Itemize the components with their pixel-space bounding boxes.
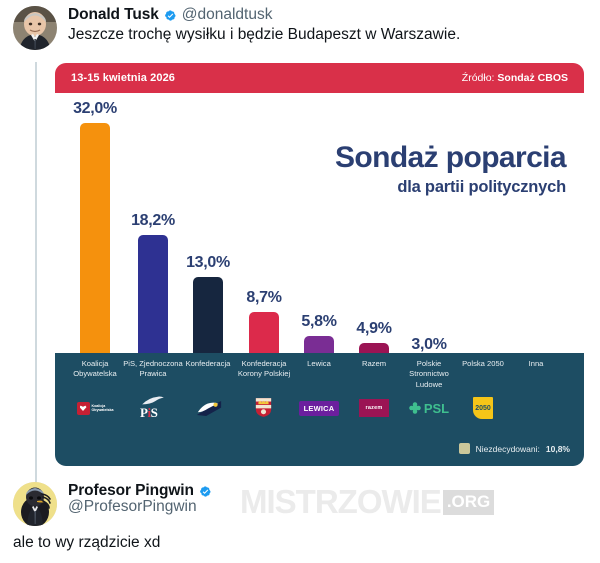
name-row: Donald Tusk @donaldtusk — [68, 6, 460, 24]
chart-title: Sondaż poparcia — [334, 141, 567, 174]
party-label: Razem — [340, 359, 408, 369]
poll-source-value: Sondaż CBOS — [497, 72, 568, 84]
party-label-line: Razem — [361, 359, 387, 368]
watermark-tld: .ORG — [442, 489, 495, 515]
party-label-line: Stronnictwo — [409, 369, 449, 379]
bar-value-label: 8,7% — [246, 289, 282, 307]
bar-value-label: 13,0% — [186, 254, 230, 272]
display-name: Profesor Pingwin — [68, 482, 194, 499]
tweet-text: ale to wy rządzicie xd — [13, 534, 161, 551]
party-logo-razem-icon: razem — [348, 391, 400, 425]
undecided-footer: Niezdecydowani: 10,8% — [458, 443, 570, 454]
party-label: Polska 2050 — [449, 359, 517, 369]
party-logos-row: Koalicja Obywatelska PiS LEWICA razem PSL 2050 — [55, 391, 584, 431]
party-logo-pis-icon: PiS — [127, 391, 179, 425]
undecided-value: 10,8% — [545, 443, 570, 454]
party-label: Lewica — [285, 359, 353, 369]
party-label-line: Polska 2050 — [462, 359, 504, 368]
party-label-line: Konfederacja — [185, 359, 231, 368]
bars-plot: 32,0%18,2%13,0%8,7%5,8%4,9%3,0%0,7%0,2% — [55, 93, 584, 383]
bar-column: 32,0% — [73, 100, 117, 383]
tweet-header-donald-tusk: Donald Tusk @donaldtusk Jeszcze trochę w… — [13, 6, 460, 50]
party-logo-lewica-icon: LEWICA — [293, 391, 345, 425]
tweet-identity: Profesor Pingwin @ProfesorPingwin — [68, 482, 213, 526]
party-label-line: Obywatelska — [73, 369, 117, 379]
avatar[interactable] — [13, 482, 57, 526]
chart-title-block: Sondaż poparcia dla partii politycznych — [334, 141, 567, 197]
party-label: Konfederacja — [174, 359, 242, 369]
party-logo-koalicja-obywatelska-icon: Koalicja Obywatelska — [69, 391, 121, 425]
chart-subtitle: dla partii politycznych — [397, 178, 566, 196]
party-label-line: Inna — [528, 359, 544, 368]
verified-badge-icon — [163, 8, 178, 23]
bar — [80, 123, 110, 383]
poll-source: Źródło: Sondaż CBOS — [462, 72, 568, 84]
party-logo-polska-2050-icon: 2050 — [457, 391, 509, 425]
party-label-line: Lewica — [307, 359, 331, 368]
undecided-label: Niezdecydowani: — [475, 443, 540, 454]
watermark-name: MISTRZOWIE — [240, 483, 442, 520]
party-label-line: Korony Polskiej — [237, 369, 291, 379]
party-label-line: PiS, Zjednoczona — [123, 359, 183, 368]
poll-infographic-card: 13-15 kwietnia 2026 Źródło: Sondaż CBOS … — [55, 63, 584, 466]
poll-source-label: Źródło: — [461, 72, 495, 84]
party-label-line: Polskie — [416, 359, 442, 368]
thread-connector-line — [35, 62, 37, 486]
party-label: Inna — [502, 359, 570, 369]
name-row: Profesor Pingwin — [68, 482, 213, 500]
chart-footer-strip: Koalicja Obywatelska PiS, Zjednoczona Prawi… — [55, 353, 584, 466]
infographic-header: 13-15 kwietnia 2026 Źródło: Sondaż CBOS — [55, 63, 584, 93]
party-label: Koalicja Obywatelska — [61, 359, 129, 380]
site-watermark: MISTRZOWIE .ORG — [240, 483, 495, 521]
party-label-line: Prawica — [139, 369, 167, 379]
tweet-identity: Donald Tusk @donaldtusk Jeszcze trochę w… — [68, 6, 460, 50]
undecided-swatch-icon — [458, 443, 470, 454]
party-label: PiS, Zjednoczona Prawica — [119, 359, 187, 380]
bar-value-label: 18,2% — [131, 212, 175, 230]
bar-value-label: 32,0% — [73, 100, 117, 117]
party-labels-row: Koalicja Obywatelska PiS, Zjednoczona Prawi… — [55, 353, 584, 393]
party-label-line: Ludowe — [415, 379, 443, 389]
party-label-line: Koalicja — [81, 359, 109, 368]
tweet-header-profesor-pingwin: Profesor Pingwin @ProfesorPingwin — [13, 482, 213, 526]
party-label: Polskie Stronnictwo Ludowe — [395, 359, 463, 390]
poll-date: 13-15 kwietnia 2026 — [71, 72, 176, 84]
bar-value-label: 4,9% — [356, 320, 392, 338]
chart-area: Sondaż poparcia dla partii politycznych … — [55, 93, 584, 383]
party-logo-psl-icon: PSL — [403, 391, 455, 425]
avatar[interactable] — [13, 6, 57, 50]
display-name: Donald Tusk — [68, 6, 159, 23]
bar-value-label: 3,0% — [411, 335, 447, 353]
tweet-text: Jeszcze trochę wysiłku i będzie Budapesz… — [68, 26, 461, 43]
party-label-line: Konfederacja — [241, 359, 287, 368]
party-logo-konfederacja-icon — [182, 391, 234, 425]
party-label: Konfederacja Korony Polskiej — [230, 359, 298, 380]
handle[interactable]: @donaldtusk — [181, 6, 273, 23]
bar-value-label: 5,8% — [301, 312, 337, 330]
handle[interactable]: @ProfesorPingwin — [68, 498, 197, 515]
verified-badge-icon — [198, 484, 213, 499]
profesor-pingwin-avatar-image — [13, 482, 57, 526]
donald-tusk-avatar-image — [13, 6, 57, 50]
party-logo-konfederacja-korony-polskiej-icon — [238, 391, 290, 425]
